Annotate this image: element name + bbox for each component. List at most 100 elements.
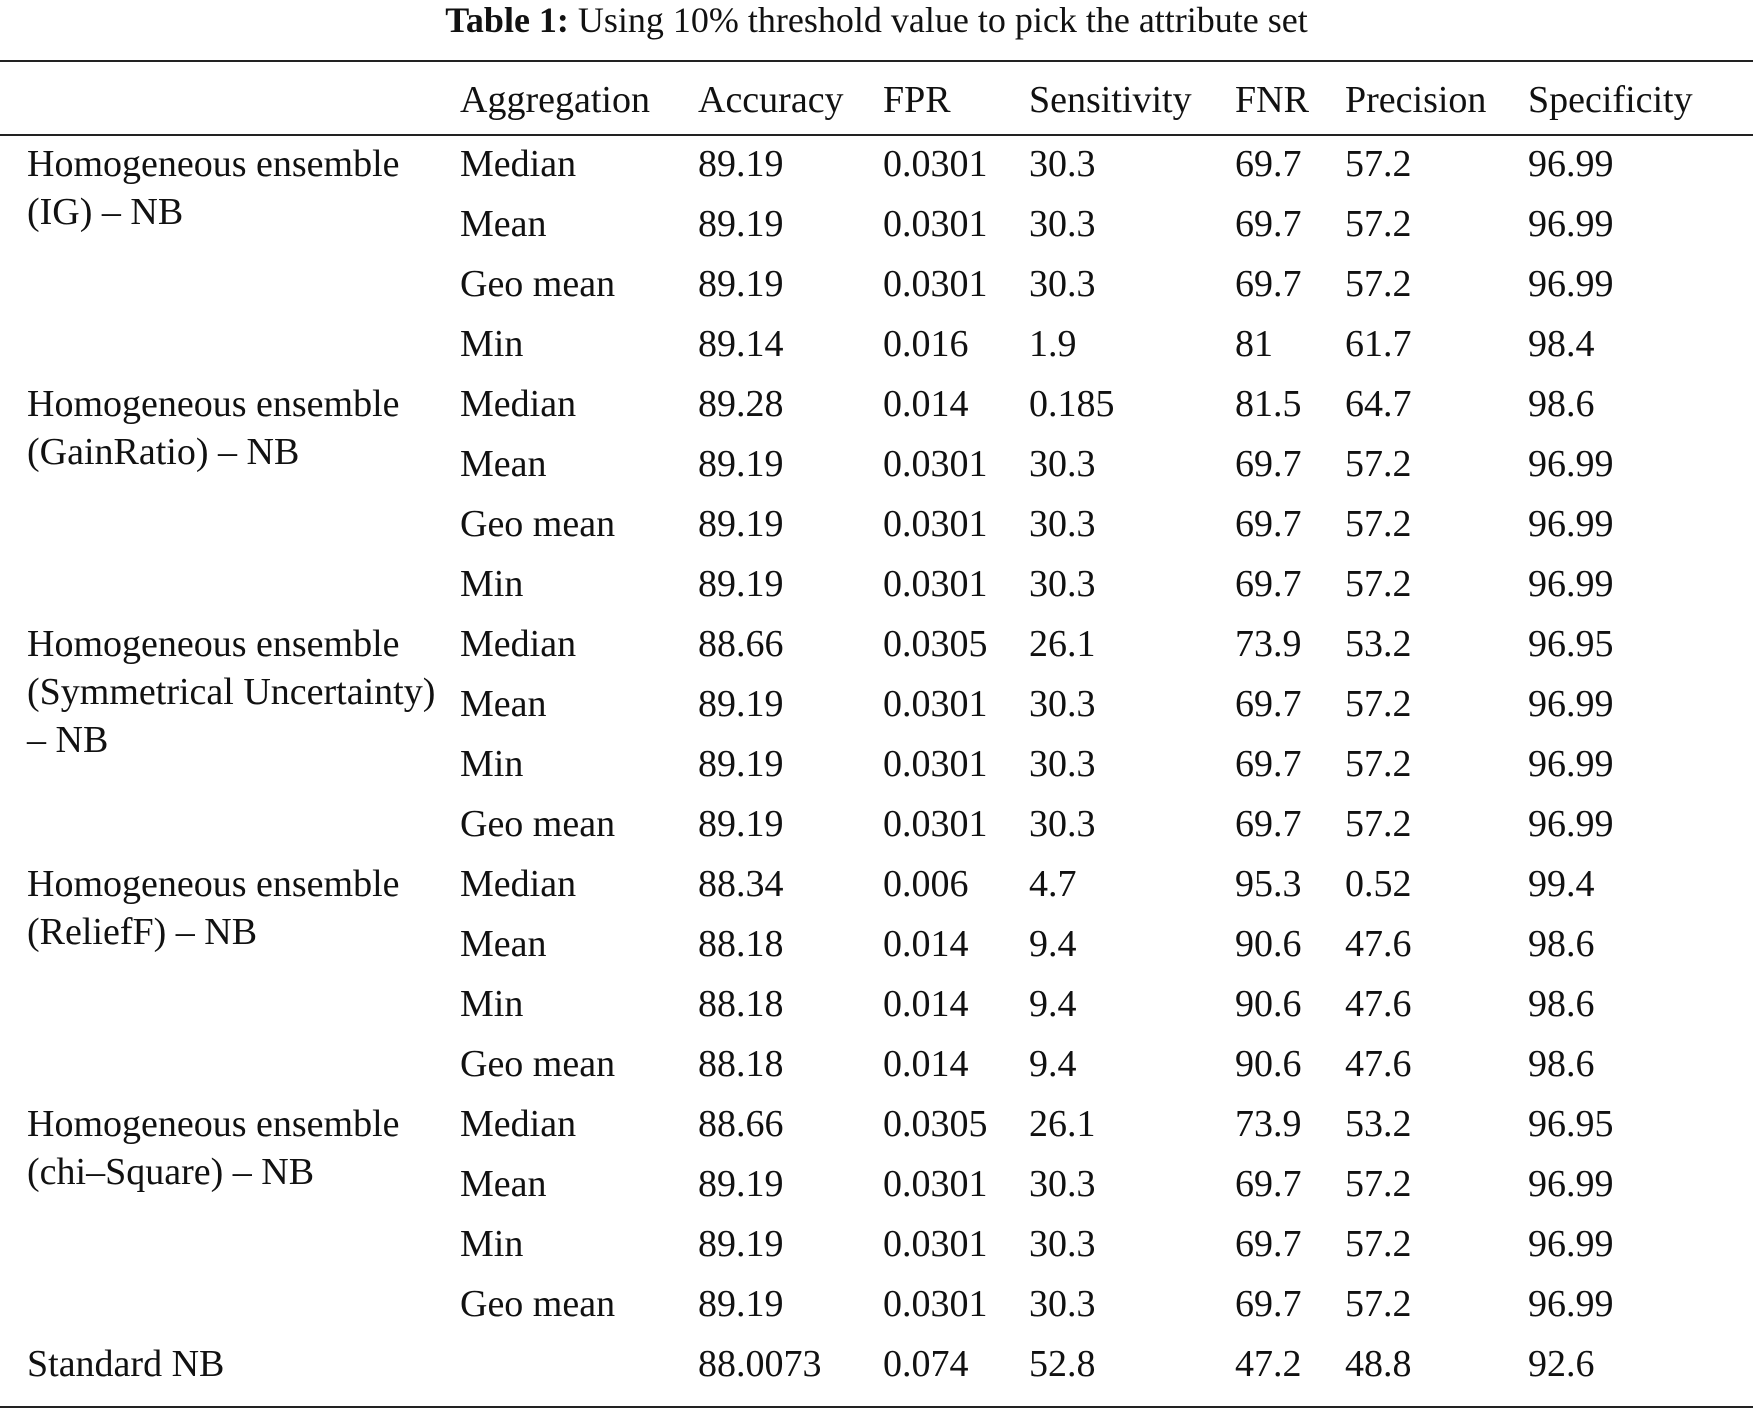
precision-cell: 57.2: [1345, 1163, 1412, 1205]
specificity-cell: 96.99: [1528, 563, 1614, 605]
method-cell: Homogeneous ensemble (chi–Square) – NB: [27, 1103, 400, 1193]
sensitivity-cell: 30.3: [1029, 503, 1096, 545]
specificity-cell: 98.6: [1528, 1043, 1595, 1085]
accuracy-cell: 88.18: [698, 983, 784, 1025]
accuracy-cell: 89.19: [698, 263, 784, 305]
precision-cell: 0.52: [1345, 863, 1412, 905]
table-row: Homogeneous ensemble (ReliefF) – NB Media…: [0, 854, 1753, 953]
header-accuracy: Accuracy: [698, 79, 844, 121]
precision-cell: 61.7: [1345, 323, 1412, 365]
header-fpr: FPR: [883, 79, 951, 121]
specificity-cell: 98.4: [1528, 323, 1595, 365]
fnr-cell: 69.7: [1235, 743, 1302, 785]
sensitivity-cell: 30.3: [1029, 263, 1096, 305]
table-row: Mean 89.19 0.0301 30.3 69.7 57.2 96.99: [0, 1154, 1753, 1214]
aggregation-cell: Min: [460, 983, 524, 1025]
fnr-cell: 69.7: [1235, 563, 1302, 605]
accuracy-cell: 88.66: [698, 1103, 784, 1145]
specificity-cell: 96.95: [1528, 623, 1614, 665]
fpr-cell: 0.014: [883, 923, 969, 965]
table-row: Geo mean 88.18 0.014 9.4 90.6 47.6 98.6: [0, 1034, 1753, 1094]
specificity-cell: 98.6: [1528, 983, 1595, 1025]
fpr-cell: 0.0305: [883, 623, 988, 665]
accuracy-cell: 89.28: [698, 383, 784, 425]
sensitivity-cell: 52.8: [1029, 1343, 1096, 1385]
fnr-cell: 81: [1235, 323, 1273, 365]
fpr-cell: 0.0301: [883, 503, 988, 545]
precision-cell: 48.8: [1345, 1343, 1412, 1385]
table-row: Mean 89.19 0.0301 30.3 69.7 57.2 96.99: [0, 194, 1753, 254]
fpr-cell: 0.016: [883, 323, 969, 365]
table-row: Homogeneous ensemble (chi–Square) – NB Me…: [0, 1094, 1753, 1193]
specificity-cell: 96.99: [1528, 1163, 1614, 1205]
fpr-cell: 0.014: [883, 1043, 969, 1085]
sensitivity-cell: 30.3: [1029, 1223, 1096, 1265]
sensitivity-cell: 9.4: [1029, 923, 1077, 965]
sensitivity-cell: 30.3: [1029, 443, 1096, 485]
accuracy-cell: 89.19: [698, 443, 784, 485]
precision-cell: 57.2: [1345, 203, 1412, 245]
table-row: Homogeneous ensemble (Symmetrical Uncert…: [0, 614, 1753, 761]
specificity-cell: 98.6: [1528, 383, 1595, 425]
header-precision: Precision: [1345, 79, 1487, 121]
table-row: Min 89.19 0.0301 30.3 69.7 57.2 96.99: [0, 554, 1753, 614]
method-cell: Homogeneous ensemble (ReliefF) – NB: [27, 863, 400, 953]
table-row: Mean 89.19 0.0301 30.3 69.7 57.2 96.99: [0, 674, 1753, 734]
method-cell: Homogeneous ensemble (GainRatio) – NB: [27, 383, 400, 473]
caption-text: Using 10% threshold value to pick the at…: [577, 0, 1308, 40]
accuracy-cell: 89.19: [698, 743, 784, 785]
fnr-cell: 73.9: [1235, 623, 1302, 665]
table-row: Homogeneous ensemble (IG) – NB Median 89.1…: [0, 134, 1753, 233]
fnr-cell: 69.7: [1235, 1283, 1302, 1325]
table-row: Min 88.18 0.014 9.4 90.6 47.6 98.6: [0, 974, 1753, 1034]
fpr-cell: 0.014: [883, 383, 969, 425]
table-row: Geo mean 89.19 0.0301 30.3 69.7 57.2 96.99: [0, 1274, 1753, 1334]
aggregation-cell: [460, 1334, 698, 1394]
fnr-cell: 69.7: [1235, 1223, 1302, 1265]
table-row: Homogeneous ensemble (GainRatio) – NB Med…: [0, 374, 1753, 473]
fnr-cell: 90.6: [1235, 923, 1302, 965]
table-row: Geo mean 89.19 0.0301 30.3 69.7 57.2 96.99: [0, 794, 1753, 854]
fpr-cell: 0.0301: [883, 443, 988, 485]
sensitivity-cell: 30.3: [1029, 1283, 1096, 1325]
accuracy-cell: 89.19: [698, 1283, 784, 1325]
sensitivity-cell: 0.185: [1029, 383, 1115, 425]
specificity-cell: 98.6: [1528, 923, 1595, 965]
fpr-cell: 0.0301: [883, 803, 988, 845]
aggregation-cell: Median: [460, 863, 577, 905]
fpr-cell: 0.074: [883, 1343, 969, 1385]
specificity-cell: 92.6: [1528, 1343, 1595, 1385]
table-row: Min 89.14 0.016 1.9 81 61.7 98.4: [0, 314, 1753, 374]
fnr-cell: 69.7: [1235, 203, 1302, 245]
table-row: Min 89.19 0.0301 30.3 69.7 57.2 96.99: [0, 734, 1753, 794]
aggregation-cell: Geo mean: [460, 503, 616, 545]
aggregation-cell: Median: [460, 143, 577, 185]
top-rule: [0, 60, 1753, 62]
sensitivity-cell: 30.3: [1029, 563, 1096, 605]
fpr-cell: 0.0301: [883, 563, 988, 605]
accuracy-cell: 89.19: [698, 1223, 784, 1265]
header-method: [0, 70, 460, 134]
aggregation-cell: Geo mean: [460, 1043, 616, 1085]
specificity-cell: 96.99: [1528, 803, 1614, 845]
precision-cell: 57.2: [1345, 443, 1412, 485]
aggregation-cell: Mean: [460, 1163, 547, 1205]
accuracy-cell: 89.19: [698, 803, 784, 845]
fpr-cell: 0.0301: [883, 263, 988, 305]
sensitivity-cell: 26.1: [1029, 623, 1096, 665]
accuracy-cell: 89.14: [698, 323, 784, 365]
aggregation-cell: Geo mean: [460, 1283, 616, 1325]
precision-cell: 57.2: [1345, 263, 1412, 305]
fnr-cell: 81.5: [1235, 383, 1302, 425]
specificity-cell: 96.99: [1528, 203, 1614, 245]
precision-cell: 53.2: [1345, 623, 1412, 665]
precision-cell: 57.2: [1345, 1223, 1412, 1265]
precision-cell: 47.6: [1345, 983, 1412, 1025]
precision-cell: 57.2: [1345, 803, 1412, 845]
precision-cell: 64.7: [1345, 383, 1412, 425]
header-specificity: Specificity: [1528, 79, 1693, 121]
precision-cell: 47.6: [1345, 923, 1412, 965]
specificity-cell: 96.99: [1528, 143, 1614, 185]
precision-cell: 57.2: [1345, 143, 1412, 185]
fnr-cell: 69.7: [1235, 803, 1302, 845]
